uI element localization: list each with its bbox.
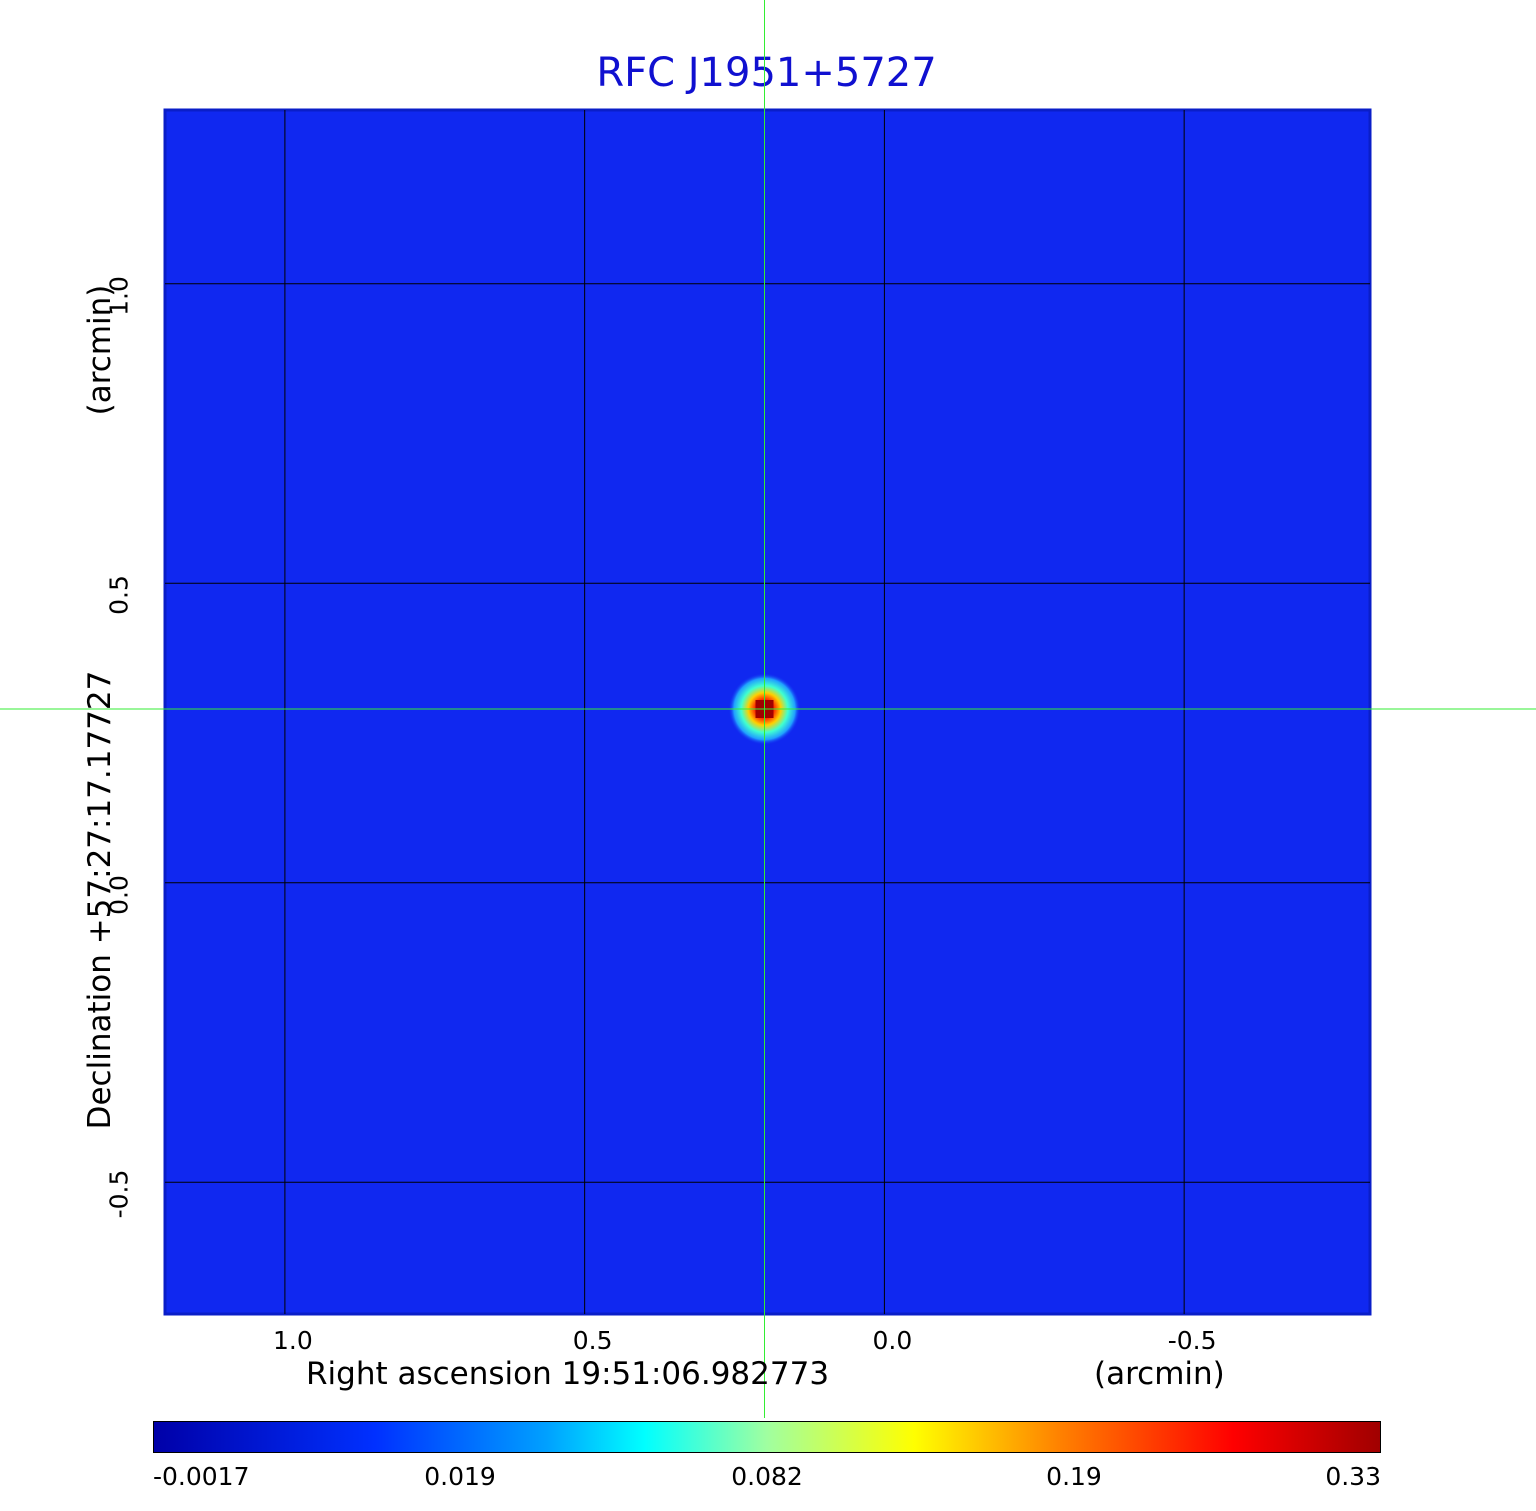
chart-title: RFC J1951+5727 [596, 50, 937, 96]
colorbar [153, 1421, 1381, 1453]
x-tick-label: 1.0 [273, 1326, 313, 1355]
x-tick-label: -0.5 [1167, 1326, 1217, 1355]
x-tick-label: 0.5 [572, 1326, 613, 1355]
x-axis-label: Right ascension 19:51:06.982773 [306, 1356, 830, 1392]
y-axis-label: Declination +57:27:17.17727 [82, 670, 118, 1130]
y-tick-label: -0.5 [104, 1169, 134, 1219]
colorbar-tick-label: 0.082 [731, 1462, 803, 1491]
colorbar-tick-label: -0.0017 [153, 1462, 250, 1491]
sky-image-plot[interactable] [0, 0, 1536, 1420]
colorbar-tick-label: 0.33 [1325, 1462, 1381, 1491]
y-tick-label: 0.5 [104, 575, 134, 616]
colorbar-tick-label: 0.19 [1046, 1462, 1102, 1491]
y-axis-unit: (arcmin) [82, 284, 118, 416]
x-axis-unit: (arcmin) [1094, 1356, 1225, 1392]
colorbar-tick-label: 0.019 [424, 1462, 496, 1491]
x-tick-label: 0.0 [872, 1326, 913, 1355]
